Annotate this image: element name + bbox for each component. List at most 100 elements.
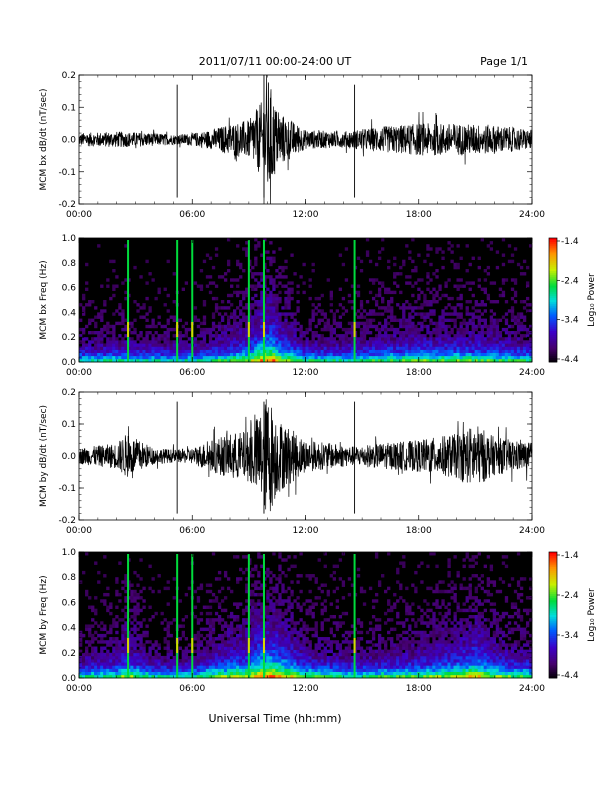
spectrogram-cell	[272, 621, 276, 625]
spectrogram-cell	[266, 275, 270, 279]
spectrogram-cell	[236, 649, 240, 654]
spectrogram-cell	[338, 337, 343, 341]
spectrogram-cell	[329, 303, 333, 307]
spectrogram-cell	[226, 643, 231, 647]
spectrogram-cell	[381, 674, 385, 679]
spectrogram-cell	[384, 652, 388, 657]
spectrogram-cell	[362, 337, 367, 341]
spectrogram-cell	[387, 349, 391, 353]
spectrogram-cell	[480, 331, 484, 335]
spectrogram-cell	[329, 309, 333, 313]
spectrogram-cell	[435, 300, 439, 304]
spectrogram-cell	[157, 355, 161, 360]
spectrogram-cell	[178, 659, 182, 663]
spectrogram-cell	[193, 668, 198, 672]
spectrogram-cell	[79, 358, 83, 363]
spectrogram-cell	[299, 652, 303, 657]
spectrogram-cell	[474, 324, 478, 329]
spectrogram-cell	[350, 674, 355, 679]
spectrogram-cell	[145, 652, 149, 657]
spectrogram-cell	[359, 300, 364, 304]
spectrogram-cell	[251, 624, 255, 628]
spectrogram-cell	[112, 284, 116, 288]
spectrogram-cell	[214, 671, 219, 676]
spectrogram-cell	[181, 618, 185, 622]
spectrogram-cell	[396, 659, 400, 663]
spectrogram-cell	[314, 355, 318, 360]
spectrogram-cell	[296, 355, 300, 360]
spectrogram-cell	[396, 272, 400, 276]
spectrogram-cell	[435, 269, 439, 273]
spectrogram-cell	[486, 324, 491, 329]
spectrogram-cell	[160, 665, 164, 669]
spectrogram-cell	[396, 652, 400, 657]
spectrogram-cell	[341, 327, 346, 332]
spectrogram-cell	[100, 627, 104, 632]
spectrogram-cell	[109, 324, 113, 329]
colorbar-segment	[549, 256, 557, 260]
spectrogram-cell	[489, 340, 494, 344]
spectrogram-cell	[293, 662, 297, 666]
spectrogram-cell	[453, 352, 457, 357]
spectrogram-cell	[214, 247, 219, 251]
spectrogram-cell	[169, 659, 173, 663]
spectrogram-cell	[266, 343, 270, 347]
spectrogram-cell	[193, 643, 198, 647]
spectrogram-cell	[106, 592, 110, 597]
spectrogram-cell	[124, 324, 128, 329]
spectrogram-cell	[272, 306, 276, 310]
spectrogram-cell	[302, 646, 306, 650]
spectrogram-cell	[233, 358, 237, 363]
spectrogram-cell	[371, 665, 376, 669]
spectrogram-cell	[290, 331, 294, 335]
spectrogram-cell	[239, 321, 243, 326]
spectrogram-cell	[278, 608, 282, 613]
spectrogram-cell	[130, 349, 134, 353]
spectrogram-cell	[257, 318, 261, 322]
spectrogram-cell	[266, 318, 270, 322]
spectrogram-cell	[199, 674, 204, 679]
spectrogram-cell	[393, 674, 397, 679]
spectrogram-cell	[368, 331, 373, 335]
spectrogram-cell	[166, 640, 170, 644]
spectrogram-cell	[211, 649, 216, 654]
spectrogram-cell	[399, 358, 403, 363]
spectrogram-cell	[284, 655, 288, 660]
spectrogram-cell	[260, 611, 264, 616]
spectrogram-cell	[269, 592, 273, 597]
spectrogram-cell	[390, 315, 394, 319]
spectrogram-cell	[347, 337, 352, 341]
spectrogram-cell	[444, 327, 448, 332]
spectrogram-cell	[323, 662, 327, 666]
spectrogram-cell	[88, 640, 92, 644]
spectrogram-cell	[519, 312, 524, 316]
spectrogram-cell	[396, 346, 400, 350]
spectrogram-cell	[359, 334, 364, 338]
spectrogram-cell	[435, 340, 439, 344]
spectrogram-cell	[459, 315, 463, 319]
spectrogram-cell	[172, 668, 176, 672]
spectrogram-cell	[178, 349, 182, 353]
spectrogram-cell	[332, 315, 336, 319]
spectrogram-cell	[205, 346, 210, 350]
spectrogram-cell	[314, 324, 318, 329]
spectrogram-cell	[359, 624, 364, 628]
spectrogram-cell	[118, 668, 122, 672]
spectrogram-cell	[423, 315, 427, 319]
spectrogram-cell	[317, 674, 321, 679]
spectrogram-cell	[305, 671, 309, 676]
spectrogram-cell	[308, 321, 312, 326]
spectrogram-cell	[477, 318, 481, 322]
spectrogram-cell	[278, 649, 282, 654]
spectrogram-cell	[507, 352, 512, 357]
spectrogram-cell	[390, 649, 394, 654]
spectrogram-cell	[432, 340, 436, 344]
spectrogram-cell	[88, 630, 92, 635]
spectrogram-cell	[220, 633, 225, 638]
spectrogram-cell	[362, 649, 367, 654]
spectrogram-cell	[196, 665, 201, 669]
spectrogram-cell	[272, 652, 276, 657]
spectrogram-cell	[269, 275, 273, 279]
spectrogram-cell	[124, 574, 128, 578]
spectrogram-cell	[477, 303, 481, 307]
